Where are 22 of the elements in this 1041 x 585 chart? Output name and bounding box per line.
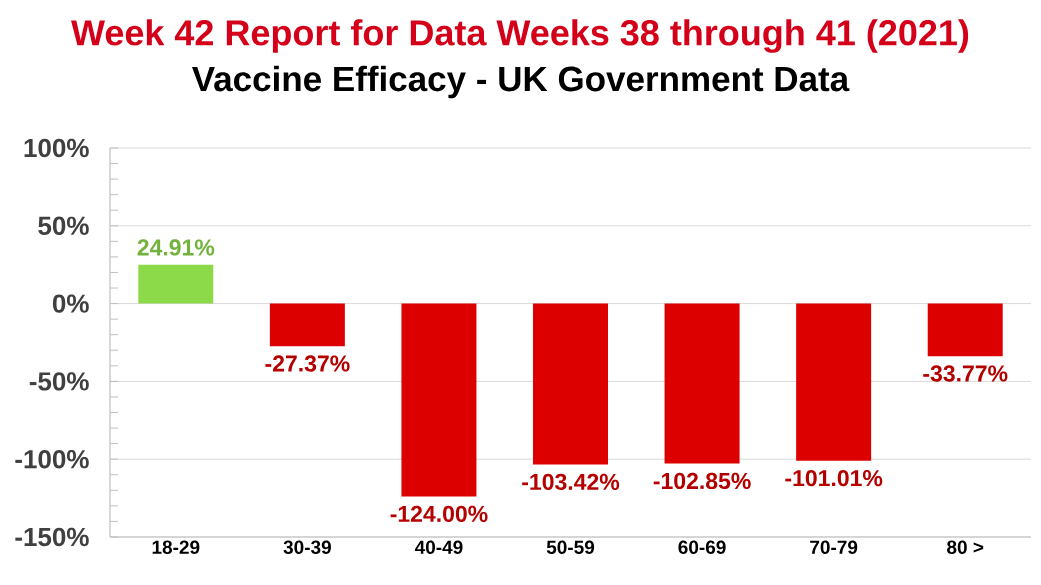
y-tick-label: 50% [38,216,89,235]
data-label: 24.91% [137,239,215,256]
y-tick-label: -150% [15,527,89,547]
y-tick-label: 100% [24,138,89,158]
data-label: -27.37% [265,355,350,372]
y-tick-label: -50% [29,372,89,391]
x-tick-label: 18-29 [152,540,200,554]
x-tick-label: 50-59 [546,540,595,554]
chart-title: Week 42 Report for Data Weeks 38 through 41 (2021) [71,19,969,53]
x-tick-label: 30-39 [283,540,331,554]
x-tick-label: 80 > [947,540,984,554]
y-tick-label: -100% [15,449,89,469]
chart-subtitle: Vaccine Efficacy - UK Government Data [192,65,850,99]
data-label: -33.77% [923,365,1008,382]
data-label: -103.42% [522,473,620,491]
data-label: -124.00% [390,505,488,523]
data-label: -102.85% [653,472,751,490]
y-tick-label: 0% [52,294,89,313]
data-label: -101.01% [785,469,883,487]
x-tick-label: 40-49 [414,540,463,554]
x-tick-label: 70-79 [810,540,858,554]
x-tick-label: 60-69 [678,540,726,554]
